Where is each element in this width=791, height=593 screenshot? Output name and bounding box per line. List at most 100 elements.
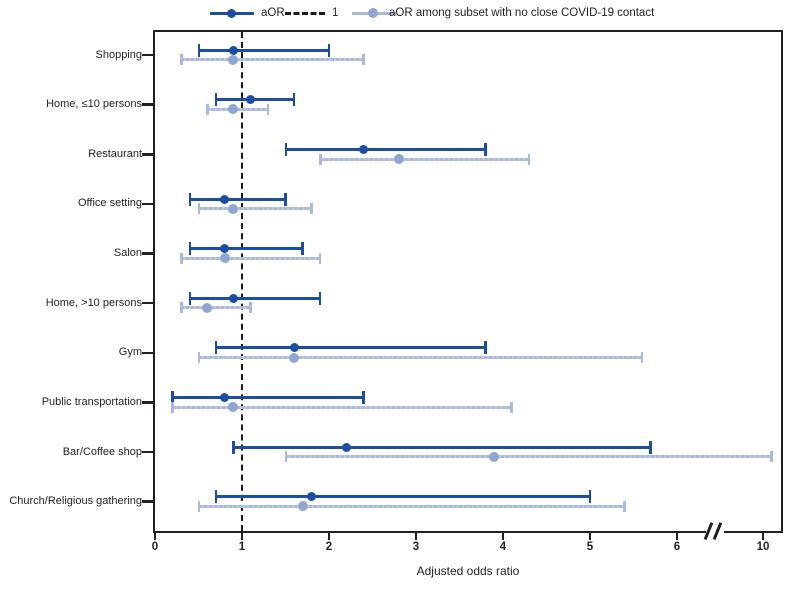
point-estimate-marker	[393, 154, 404, 165]
point-estimate-marker	[220, 194, 230, 204]
ci-cap-low	[197, 43, 200, 57]
x-axis-tick-label: 6	[673, 541, 681, 553]
legend: aOR 1 aOR among subset with no close COV…	[0, 0, 791, 28]
ci-cap-low	[206, 103, 209, 115]
ci-cap-high	[640, 352, 644, 364]
ci-cap-low	[188, 242, 192, 256]
x-axis-tick-label: 5	[586, 541, 594, 553]
category-label: Public transportation	[41, 395, 142, 408]
point-estimate-marker	[220, 393, 230, 403]
legend-aor-label: aOR	[261, 7, 285, 19]
ci-line	[172, 405, 512, 409]
legend-subset-label: aOR among subset with no close COVID-19 …	[389, 7, 655, 19]
x-axis-tick-label: 4	[499, 541, 507, 553]
ci-line	[181, 306, 251, 310]
ci-line	[198, 207, 312, 211]
y-axis-tick	[142, 153, 153, 156]
ci-cap-high	[284, 192, 287, 206]
ci-cap-low	[197, 203, 200, 215]
category-label: Office setting	[78, 197, 142, 210]
ci-cap-high	[649, 440, 652, 454]
ci-cap-high	[510, 401, 513, 413]
point-estimate-marker	[228, 104, 239, 115]
ci-line	[198, 504, 625, 508]
category-label: Gym	[118, 346, 142, 359]
ci-cap-high	[327, 43, 330, 57]
ci-cap-low	[319, 153, 322, 165]
y-axis-tick	[142, 450, 153, 454]
ci-cap-low	[284, 142, 287, 156]
point-estimate-marker	[219, 253, 230, 264]
ci-cap-high	[292, 93, 296, 107]
ci-cap-high	[588, 490, 591, 504]
x-axis-tick	[240, 533, 244, 540]
x-axis-tick-label: 10	[756, 541, 770, 553]
x-axis-tick	[501, 533, 505, 540]
y-axis-tick	[142, 301, 153, 305]
category-label: Bar/Coffee shop	[62, 445, 142, 458]
point-estimate-marker	[297, 501, 308, 512]
ci-line	[320, 157, 530, 161]
y-axis-tick	[142, 351, 153, 355]
ci-cap-high	[266, 103, 270, 115]
ci-cap-high	[527, 153, 531, 165]
ci-line	[181, 58, 364, 62]
x-axis-tick	[327, 533, 331, 540]
point-estimate-marker	[289, 352, 300, 363]
ci-cap-low	[214, 93, 218, 107]
ci-line	[189, 197, 286, 201]
y-axis-tick	[142, 252, 153, 255]
ci-line	[215, 495, 590, 499]
legend-subset-marker-icon	[368, 8, 378, 18]
point-estimate-marker	[228, 54, 239, 65]
point-estimate-marker	[202, 302, 213, 313]
ci-cap-high	[623, 500, 626, 512]
ci-cap-low	[171, 401, 174, 413]
y-axis-tick	[142, 401, 153, 404]
ci-line	[198, 48, 329, 52]
ci-cap-low	[214, 341, 218, 355]
ci-cap-high	[362, 391, 365, 405]
x-axis-tick	[675, 533, 679, 540]
ci-cap-low	[232, 440, 235, 454]
ci-cap-high	[318, 291, 322, 305]
plot-frame	[153, 30, 783, 533]
x-axis-tick	[153, 533, 157, 540]
point-estimate-marker	[228, 293, 238, 303]
reference-line-at-1	[241, 32, 243, 531]
ci-cap-high	[249, 302, 252, 314]
x-axis-title: Adjusted odds ratio	[416, 564, 520, 578]
ci-cap-low	[171, 391, 174, 405]
ci-cap-low	[284, 451, 287, 463]
ci-cap-high	[310, 203, 313, 215]
legend-reference-dash-icon	[285, 11, 325, 15]
y-axis-tick	[142, 202, 153, 206]
ci-cap-high	[484, 142, 487, 156]
category-label: Shopping	[95, 48, 143, 61]
x-axis-tick	[588, 533, 592, 540]
point-estimate-marker	[228, 203, 239, 214]
ci-cap-high	[770, 451, 773, 463]
y-axis-tick	[142, 103, 153, 106]
point-estimate-marker	[359, 144, 369, 154]
category-label: Church/Religious gathering	[9, 495, 142, 508]
ci-cap-low	[180, 54, 183, 66]
category-label: Salon	[113, 247, 142, 260]
legend-reference-label: 1	[332, 7, 339, 19]
ci-cap-low	[188, 291, 192, 305]
y-axis-tick	[142, 500, 153, 503]
ci-cap-high	[318, 252, 322, 264]
point-estimate-marker	[220, 244, 230, 254]
category-label: Home, >10 persons	[45, 296, 142, 309]
ci-cap-high	[301, 242, 304, 256]
legend-aor-marker-icon	[227, 8, 236, 18]
ci-line	[198, 356, 643, 360]
point-estimate-marker	[489, 451, 500, 462]
y-axis-tick	[142, 53, 153, 57]
ci-cap-low	[188, 192, 192, 206]
point-estimate-marker	[307, 492, 317, 502]
ci-line	[285, 147, 486, 151]
